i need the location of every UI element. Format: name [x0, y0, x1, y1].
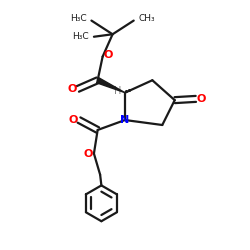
Polygon shape: [96, 78, 125, 93]
Text: O: O: [104, 50, 113, 60]
Text: H₃C: H₃C: [72, 32, 89, 41]
Text: O: O: [69, 115, 78, 125]
Text: CH₃: CH₃: [139, 14, 155, 22]
Text: O: O: [68, 84, 77, 94]
Text: H: H: [114, 86, 122, 97]
Text: N: N: [120, 115, 130, 125]
Text: O: O: [197, 94, 206, 104]
Text: O: O: [83, 149, 92, 159]
Text: H₃C: H₃C: [70, 14, 86, 22]
